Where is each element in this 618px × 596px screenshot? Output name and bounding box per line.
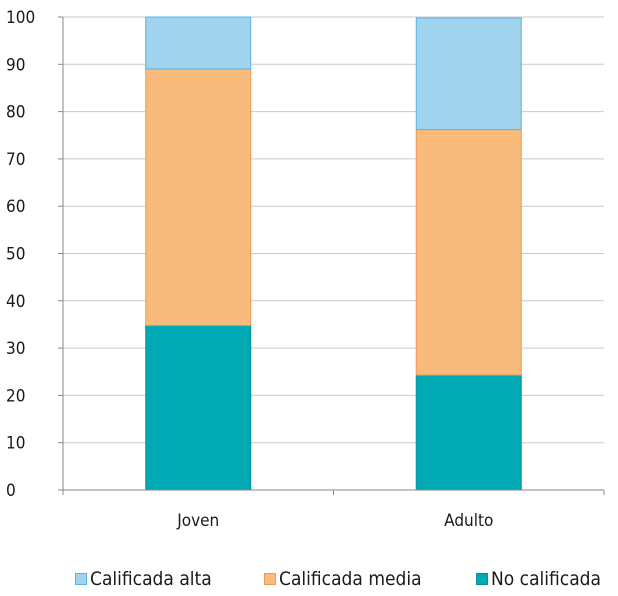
y-axis: 0 10 20 30 40 50 60 70 80 90 100 <box>6 8 64 501</box>
legend-label: Calificada media <box>279 568 422 590</box>
bars <box>145 16 522 491</box>
legend-item: Calificada media <box>264 566 422 592</box>
legend-label: Calificada alta <box>90 568 212 590</box>
bar-segment-calificada-alta <box>415 17 522 131</box>
bar-segment-no-calificada <box>415 374 522 491</box>
x-category-label: Joven <box>176 511 219 531</box>
stacked-bar-chart: 0 10 20 30 40 50 60 70 80 90 100 Joven Adulto <box>6 8 605 531</box>
gridlines <box>63 16 604 444</box>
y-tick-label: 0 <box>6 481 16 501</box>
y-tick-label: 80 <box>6 103 25 123</box>
bar-segment-calificada-media <box>415 129 522 376</box>
y-tick-label: 50 <box>6 245 25 265</box>
bar-segment-calificada-media <box>145 68 252 326</box>
legend-swatch <box>75 573 87 585</box>
legend-label: No calificada <box>491 568 602 590</box>
x-category-label: Adulto <box>444 511 493 531</box>
y-tick-label: 70 <box>6 150 25 170</box>
x-axis: Joven Adulto <box>62 489 605 531</box>
legend: Calificada alta Calificada media No califi… <box>0 566 618 592</box>
legend-swatch <box>264 573 276 585</box>
legend-swatch <box>476 573 488 585</box>
y-tick-label: 30 <box>6 339 25 359</box>
bar-segment-no-calificada <box>145 324 252 491</box>
bar-segment-calificada-alta <box>145 16 252 70</box>
y-tick-label: 20 <box>6 386 25 406</box>
y-tick-label: 60 <box>6 197 25 217</box>
y-tick-label: 90 <box>6 55 25 75</box>
y-tick-label: 40 <box>6 292 25 312</box>
y-tick-label: 100 <box>6 8 35 28</box>
legend-item: No calificada <box>476 566 601 592</box>
y-tick-label: 10 <box>6 434 25 454</box>
legend-item: Calificada alta <box>75 566 212 592</box>
